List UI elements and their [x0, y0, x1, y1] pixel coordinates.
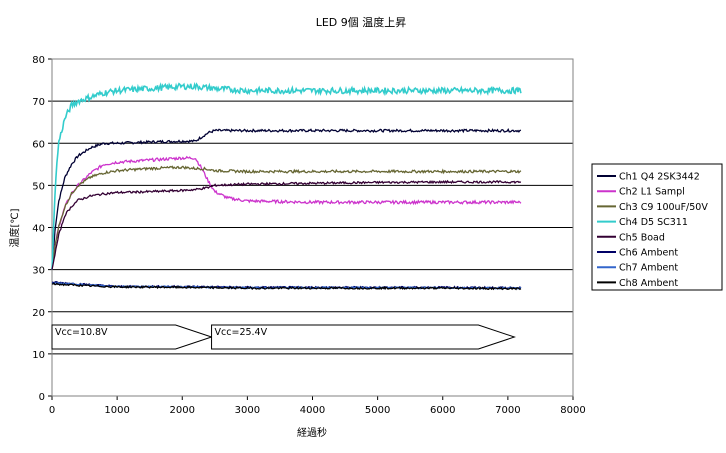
y-tick-label: 40	[32, 224, 45, 235]
y-tick-label: 10	[32, 350, 45, 361]
annotation-label: Vcc=25.4V	[215, 327, 268, 338]
legend-label: Ch6 Ambent	[619, 248, 678, 259]
series-lines	[51, 81, 522, 291]
annotation-arrow	[211, 324, 516, 350]
y-tick-label: 80	[32, 55, 45, 66]
legend-label: Ch4 D5 SC311	[619, 217, 688, 228]
legend-label: Ch2 L1 Sampl	[619, 187, 685, 198]
x-tick-label: 3000	[235, 405, 260, 416]
legend-label: Ch8 Ambent	[619, 278, 678, 289]
series-line-ch8	[51, 282, 522, 291]
series-line-ch5	[51, 179, 522, 270]
grid-lines	[48, 58, 574, 400]
annotation-arrow	[51, 324, 214, 350]
x-tick-label: 7000	[495, 405, 520, 416]
legend-label: Ch7 Ambent	[619, 263, 678, 274]
x-tick-label: 5000	[365, 405, 390, 416]
series-line-ch1	[51, 127, 522, 270]
x-tick-labels: 0 1000 2000 3000 4000 5000 6000 7000 8000	[49, 405, 586, 416]
legend-label: Ch1 Q4 2SK3442	[619, 172, 700, 183]
series-line-ch4	[51, 81, 522, 270]
series-line-ch3	[51, 165, 522, 270]
y-axis-label: 温度[℃]	[8, 208, 21, 247]
y-tick-label: 50	[32, 181, 45, 192]
y-tick-label: 0	[39, 392, 45, 403]
annotation-label: Vcc=10.8V	[55, 327, 108, 338]
y-tick-label: 60	[32, 139, 45, 150]
x-tick-label: 0	[49, 405, 55, 416]
series-line-ch2	[51, 155, 522, 270]
y-tick-labels: 0 10 20 30 40 50 60 70 80	[32, 55, 45, 403]
x-tick-label: 1000	[104, 405, 129, 416]
x-axis-label: 経過秒	[297, 426, 327, 439]
chart-title: LED 9個 温度上昇	[316, 15, 407, 29]
annotations: Vcc=10.8V Vcc=25.4V	[51, 324, 516, 350]
x-tick-label: 2000	[170, 405, 195, 416]
x-tick-label: 8000	[560, 405, 585, 416]
legend-label: Ch5 Boad	[619, 232, 665, 243]
x-tick-label: 4000	[300, 405, 325, 416]
legend-label: Ch3 C9 100uF/50V	[619, 202, 708, 213]
plot-area-border	[51, 58, 574, 397]
y-tick-label: 20	[32, 308, 45, 319]
legend: Ch1 Q4 2SK3442 Ch2 L1 Sampl Ch3 C9 100uF/5…	[591, 163, 723, 291]
legend-box	[591, 163, 723, 291]
y-tick-label: 30	[32, 266, 45, 277]
y-tick-label: 70	[32, 97, 45, 108]
x-tick-label: 6000	[430, 405, 455, 416]
